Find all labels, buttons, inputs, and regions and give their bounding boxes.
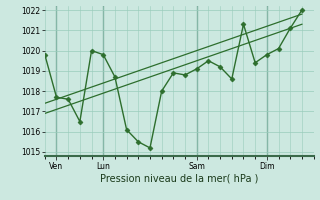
X-axis label: Pression niveau de la mer( hPa ): Pression niveau de la mer( hPa ) [100,173,258,183]
